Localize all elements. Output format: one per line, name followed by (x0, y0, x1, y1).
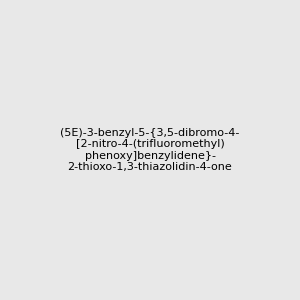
Text: (5E)-3-benzyl-5-{3,5-dibromo-4-
[2-nitro-4-(trifluoromethyl)
phenoxy]benzylidene: (5E)-3-benzyl-5-{3,5-dibromo-4- [2-nitro… (60, 128, 240, 172)
